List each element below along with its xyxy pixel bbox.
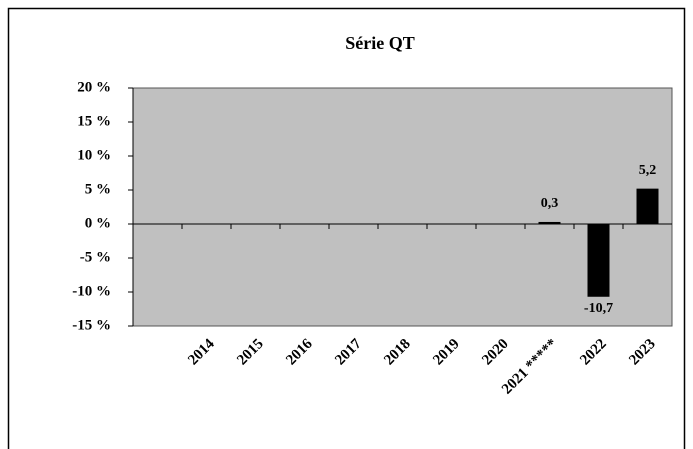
y-tick-label: 0 % <box>85 215 111 231</box>
bar <box>636 188 659 224</box>
chart-title: Série QT <box>345 33 415 53</box>
y-tick-label: -10 % <box>72 283 111 299</box>
bar <box>538 221 561 224</box>
y-tick-label: 15 % <box>77 113 111 129</box>
bar <box>587 224 610 297</box>
y-tick-label: 10 % <box>77 147 111 163</box>
plot-area <box>132 87 673 327</box>
y-tick-label: 5 % <box>85 181 111 197</box>
value-label: -10,7 <box>584 301 613 316</box>
y-tick-label: 20 % <box>77 79 111 95</box>
y-tick-label: -15 % <box>72 317 111 333</box>
value-label: 0,3 <box>541 196 559 211</box>
value-label: 5,2 <box>639 163 657 178</box>
y-tick-label: -5 % <box>80 249 111 265</box>
